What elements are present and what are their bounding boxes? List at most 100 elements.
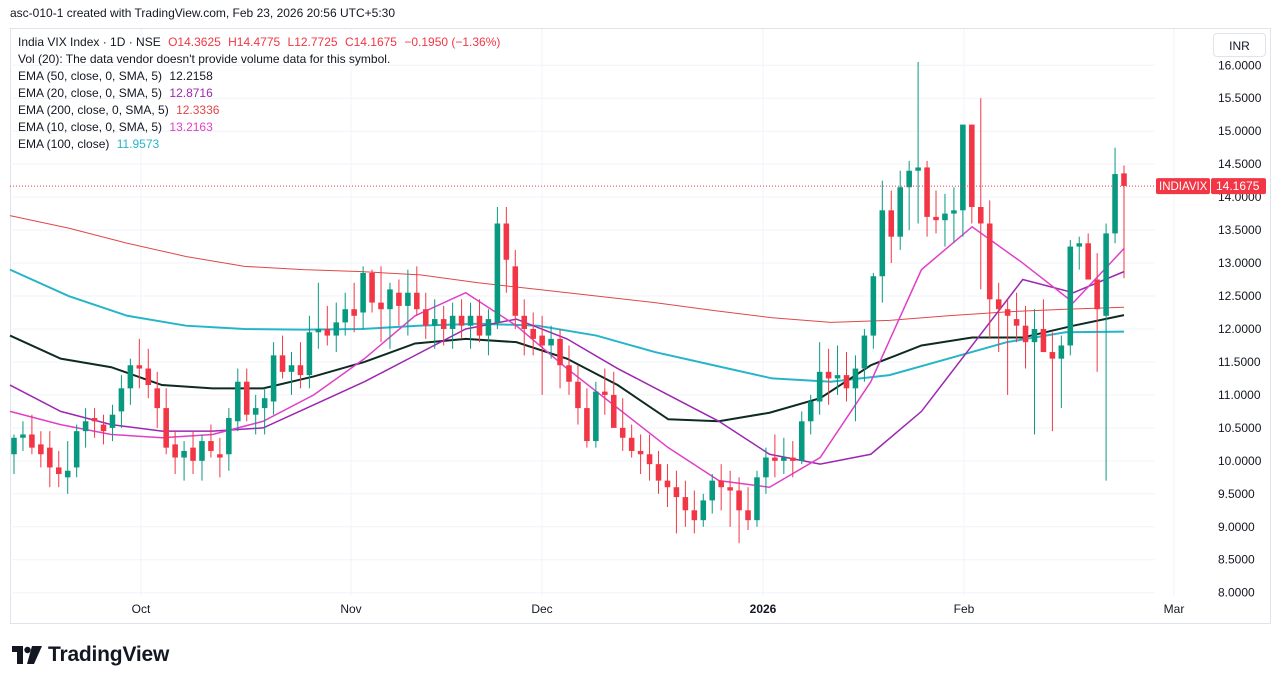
ema20-row[interactable]: EMA (20, close, 0, SMA, 5) 12.8716 bbox=[18, 85, 500, 102]
candle-body bbox=[324, 328, 331, 336]
price-axis-label: 16.0000 bbox=[1218, 58, 1262, 72]
candle bbox=[691, 490, 698, 534]
candle-body bbox=[1049, 352, 1056, 359]
candle bbox=[1031, 309, 1038, 435]
price-tag: INDIAVIX 14.1675 bbox=[1156, 178, 1266, 195]
candle bbox=[610, 371, 617, 428]
candle-body bbox=[64, 470, 71, 478]
candle-body bbox=[1022, 325, 1029, 343]
candle bbox=[127, 358, 134, 405]
candle-body bbox=[82, 421, 89, 432]
ema10-row[interactable]: EMA (10, close, 0, SMA, 5) 13.2163 bbox=[18, 119, 500, 136]
candle-body bbox=[512, 266, 519, 316]
candle bbox=[503, 207, 510, 293]
candle-body bbox=[494, 223, 501, 323]
candle bbox=[763, 447, 769, 494]
candle bbox=[1022, 305, 1029, 369]
candle bbox=[736, 477, 742, 544]
candle-body bbox=[655, 464, 662, 481]
ema100-label: EMA (100, close) bbox=[18, 137, 110, 151]
candle-body bbox=[1040, 328, 1047, 353]
candle bbox=[494, 207, 501, 329]
candle-body bbox=[637, 450, 644, 455]
symbol-title[interactable]: India VIX Index · 1D · NSE bbox=[18, 35, 161, 49]
volume-row[interactable]: Vol (20): The data vendor doesn't provid… bbox=[18, 52, 391, 66]
candle bbox=[279, 335, 286, 379]
candle-body bbox=[476, 315, 483, 336]
candle bbox=[297, 342, 304, 389]
candle bbox=[11, 434, 17, 475]
candle bbox=[933, 190, 939, 234]
currency-button[interactable]: INR bbox=[1213, 33, 1266, 57]
candle bbox=[593, 381, 599, 448]
ema50-row[interactable]: EMA (50, close, 0, SMA, 5) 12.2158 bbox=[18, 68, 500, 85]
candle-body bbox=[548, 338, 554, 346]
candle bbox=[1103, 223, 1109, 481]
candle bbox=[816, 342, 823, 415]
tradingview-logo-icon bbox=[12, 646, 42, 664]
candle bbox=[1004, 299, 1011, 395]
candle bbox=[378, 266, 384, 343]
candle-body bbox=[1094, 279, 1100, 310]
candle bbox=[118, 375, 125, 428]
candle bbox=[405, 269, 411, 336]
candle-body bbox=[879, 210, 886, 277]
candle bbox=[781, 437, 787, 475]
price-axis-label: 9.5000 bbox=[1218, 487, 1255, 501]
candle bbox=[924, 160, 930, 237]
candle bbox=[109, 404, 116, 442]
candle bbox=[333, 302, 340, 353]
candle-body bbox=[754, 477, 760, 521]
candle bbox=[82, 408, 89, 448]
candle-body bbox=[897, 187, 903, 237]
candle bbox=[422, 292, 429, 339]
candle bbox=[306, 315, 313, 389]
candle bbox=[915, 61, 921, 224]
candle-body bbox=[378, 302, 384, 310]
tradingview-logo[interactable]: TradingView bbox=[12, 643, 169, 666]
candle bbox=[100, 414, 107, 445]
candle bbox=[790, 441, 796, 478]
candle-body bbox=[333, 322, 340, 336]
candle-body bbox=[109, 414, 116, 428]
candle-body bbox=[977, 207, 984, 224]
candle bbox=[637, 434, 644, 475]
ema100-row[interactable]: EMA (100, close) 11.9573 bbox=[18, 136, 500, 153]
price-axis-label: 12.0000 bbox=[1218, 322, 1262, 336]
low-value: L12.7725 bbox=[287, 35, 338, 49]
candle-body bbox=[226, 417, 232, 455]
candle bbox=[646, 434, 653, 481]
candle bbox=[235, 368, 241, 432]
candle bbox=[199, 434, 205, 481]
ema20-label: EMA (20, close, 0, SMA, 5) bbox=[18, 86, 163, 100]
price-axis-label: 13.0000 bbox=[1218, 256, 1262, 270]
candle bbox=[995, 282, 1002, 353]
candle-body bbox=[172, 444, 178, 458]
candle-body bbox=[933, 216, 939, 221]
candle-body bbox=[682, 497, 689, 511]
candle-body bbox=[619, 427, 626, 438]
candle-body bbox=[906, 170, 912, 188]
candle bbox=[951, 187, 957, 244]
candle bbox=[324, 305, 331, 346]
candle-body bbox=[91, 417, 98, 422]
price-axis-label: 10.0000 bbox=[1218, 454, 1262, 468]
candle-body bbox=[888, 210, 895, 237]
candle bbox=[360, 266, 366, 329]
candle-body bbox=[1067, 246, 1074, 346]
candle bbox=[217, 437, 223, 478]
candle bbox=[38, 431, 44, 468]
candle-body bbox=[440, 319, 447, 329]
candle-body bbox=[306, 332, 313, 376]
candle-body bbox=[154, 388, 161, 409]
candle-body bbox=[136, 365, 143, 369]
candle-body bbox=[628, 437, 635, 451]
ema200-row[interactable]: EMA (200, close, 0, SMA, 5) 12.3336 bbox=[18, 102, 500, 119]
candle bbox=[476, 299, 483, 343]
candle bbox=[655, 450, 662, 494]
candle bbox=[145, 348, 152, 399]
candle-body bbox=[718, 480, 724, 488]
candle-body bbox=[834, 375, 841, 379]
candle-body bbox=[745, 510, 751, 521]
